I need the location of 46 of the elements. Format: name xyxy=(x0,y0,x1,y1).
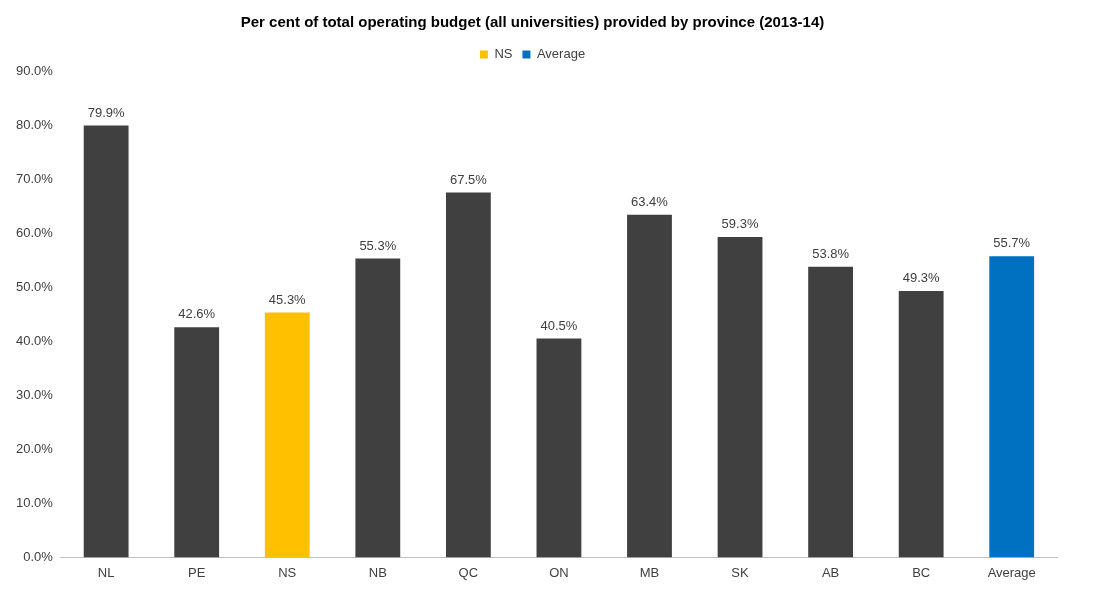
x-tick-label: NS xyxy=(278,564,297,580)
x-tick-label: BC xyxy=(912,564,931,580)
bar xyxy=(898,290,944,558)
y-tick-label: 90.0% xyxy=(15,62,54,78)
bar xyxy=(536,338,582,558)
bar xyxy=(717,236,763,558)
chart-title: Per cent of total operating budget (all universities) provided by province (2013-14) xyxy=(240,13,825,31)
bar xyxy=(808,266,854,558)
x-tick-label: NL xyxy=(97,564,115,580)
bar xyxy=(627,214,672,558)
y-tick-label: 50.0% xyxy=(15,278,54,294)
x-tick-label: MB xyxy=(639,564,660,580)
x-tick-label: AB xyxy=(821,564,840,580)
bar xyxy=(174,327,220,558)
x-tick-label: SK xyxy=(731,564,750,580)
y-tick-label: 0.0% xyxy=(23,548,54,564)
bar xyxy=(355,258,401,558)
x-tick-label: Average xyxy=(987,564,1036,580)
data-label: 45.3% xyxy=(268,291,307,307)
data-label: 53.8% xyxy=(812,245,850,261)
y-tick-label: 40.0% xyxy=(15,332,54,348)
bar xyxy=(445,192,491,558)
y-tick-label: 10.0% xyxy=(15,494,54,510)
bar xyxy=(264,312,310,558)
legend-label: NS xyxy=(494,46,513,62)
legend-label: Average xyxy=(536,46,586,62)
data-label: 40.5% xyxy=(540,317,578,333)
data-label: 59.3% xyxy=(721,215,759,231)
x-tick-label: NB xyxy=(368,564,387,580)
data-label: 42.6% xyxy=(178,306,216,322)
y-tick-label: 20.0% xyxy=(15,440,54,456)
data-label: 67.5% xyxy=(449,171,488,187)
x-tick-label: PE xyxy=(188,564,206,580)
data-label: 55.7% xyxy=(993,235,1031,251)
y-tick-label: 60.0% xyxy=(15,224,54,240)
data-label: 79.9% xyxy=(87,104,125,120)
x-tick-label: ON xyxy=(549,564,569,580)
data-label: 49.3% xyxy=(902,270,941,286)
y-tick-label: 30.0% xyxy=(15,386,54,402)
x-tick-label: QC xyxy=(458,564,479,580)
bar xyxy=(83,125,129,558)
y-tick-label: 80.0% xyxy=(15,116,54,132)
y-tick-label: 70.0% xyxy=(15,170,54,186)
data-label: 55.3% xyxy=(359,237,397,253)
data-label: 63.4% xyxy=(631,193,669,209)
bar xyxy=(989,256,1035,558)
